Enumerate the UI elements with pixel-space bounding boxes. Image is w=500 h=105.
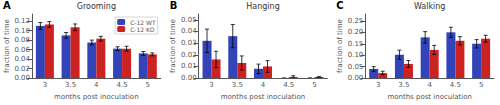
svg-text:0.05: 0.05 [181, 16, 197, 24]
svg-text:B: B [170, 0, 178, 11]
svg-text:4.5: 4.5 [283, 81, 294, 89]
svg-text:fraction of time: fraction of time [336, 19, 344, 73]
svg-text:0.00: 0.00 [181, 74, 197, 82]
svg-text:0.05: 0.05 [348, 63, 364, 71]
svg-text:Hanging: Hanging [246, 2, 279, 11]
svg-text:0.15: 0.15 [348, 40, 364, 48]
svg-text:3: 3 [376, 81, 380, 89]
svg-text:0.08: 0.08 [14, 36, 30, 44]
svg-text:4: 4 [427, 81, 432, 89]
svg-text:months post inoculation: months post inoculation [221, 93, 306, 101]
svg-text:C-12 KO: C-12 KO [130, 26, 155, 33]
svg-text:0.01: 0.01 [181, 62, 197, 70]
svg-text:0.20: 0.20 [348, 28, 364, 36]
svg-text:0.10: 0.10 [348, 51, 364, 59]
svg-text:5: 5 [312, 81, 316, 89]
svg-text:3.5: 3.5 [232, 81, 243, 89]
svg-text:4.5: 4.5 [450, 81, 461, 89]
svg-text:months post inoculation: months post inoculation [54, 93, 139, 101]
svg-text:4.5: 4.5 [116, 81, 127, 89]
svg-text:0.02: 0.02 [14, 65, 30, 73]
svg-text:4: 4 [261, 81, 266, 89]
svg-text:Grooming: Grooming [77, 2, 116, 11]
svg-text:0.00: 0.00 [348, 74, 364, 82]
svg-text:0.12: 0.12 [14, 17, 30, 25]
svg-text:A: A [3, 0, 11, 11]
svg-text:0.06: 0.06 [14, 46, 30, 54]
svg-text:3: 3 [209, 81, 213, 89]
svg-text:0.04: 0.04 [14, 55, 30, 63]
svg-text:0.03: 0.03 [181, 39, 197, 47]
svg-text:fraction of time: fraction of time [169, 19, 177, 73]
svg-text:5: 5 [146, 81, 150, 89]
svg-text:months post inoculation: months post inoculation [387, 93, 472, 101]
svg-text:4: 4 [94, 81, 99, 89]
svg-text:C: C [336, 0, 343, 11]
svg-text:0.02: 0.02 [181, 51, 197, 59]
svg-text:0.10: 0.10 [14, 27, 30, 35]
svg-text:C-12 WT: C-12 WT [130, 19, 156, 26]
svg-text:3.5: 3.5 [65, 81, 76, 89]
svg-text:3.5: 3.5 [398, 81, 409, 89]
svg-text:0.25: 0.25 [348, 17, 364, 25]
svg-text:0.00: 0.00 [14, 74, 30, 82]
svg-text:Walking: Walking [414, 2, 446, 11]
svg-text:0.04: 0.04 [181, 27, 197, 35]
svg-text:fraction of time: fraction of time [3, 19, 11, 73]
svg-text:5: 5 [479, 81, 483, 89]
svg-text:3: 3 [43, 81, 47, 89]
